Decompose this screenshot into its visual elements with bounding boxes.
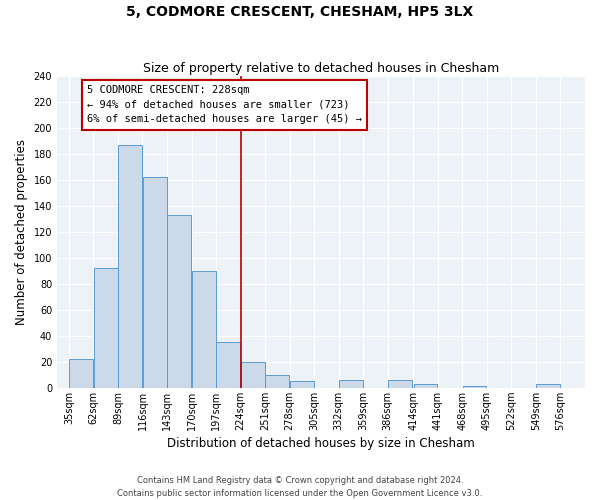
Text: 5 CODMORE CRESCENT: 228sqm
← 94% of detached houses are smaller (723)
6% of semi: 5 CODMORE CRESCENT: 228sqm ← 94% of deta…	[87, 85, 362, 124]
Bar	[413, 384, 437, 388]
Y-axis label: Number of detached properties: Number of detached properties	[15, 138, 28, 324]
Bar	[536, 384, 560, 388]
Text: 5, CODMORE CRESCENT, CHESHAM, HP5 3LX: 5, CODMORE CRESCENT, CHESHAM, HP5 3LX	[127, 5, 473, 19]
Bar	[143, 177, 167, 388]
Bar	[69, 359, 93, 388]
Bar	[265, 375, 289, 388]
X-axis label: Distribution of detached houses by size in Chesham: Distribution of detached houses by size …	[167, 437, 475, 450]
Bar	[388, 380, 412, 388]
Text: Contains HM Land Registry data © Crown copyright and database right 2024.
Contai: Contains HM Land Registry data © Crown c…	[118, 476, 482, 498]
Bar	[118, 144, 142, 388]
Bar	[339, 380, 363, 388]
Title: Size of property relative to detached houses in Chesham: Size of property relative to detached ho…	[143, 62, 499, 74]
Bar	[290, 382, 314, 388]
Bar	[167, 215, 191, 388]
Bar	[463, 386, 487, 388]
Bar	[192, 270, 216, 388]
Bar	[217, 342, 240, 388]
Bar	[241, 362, 265, 388]
Bar	[94, 268, 118, 388]
